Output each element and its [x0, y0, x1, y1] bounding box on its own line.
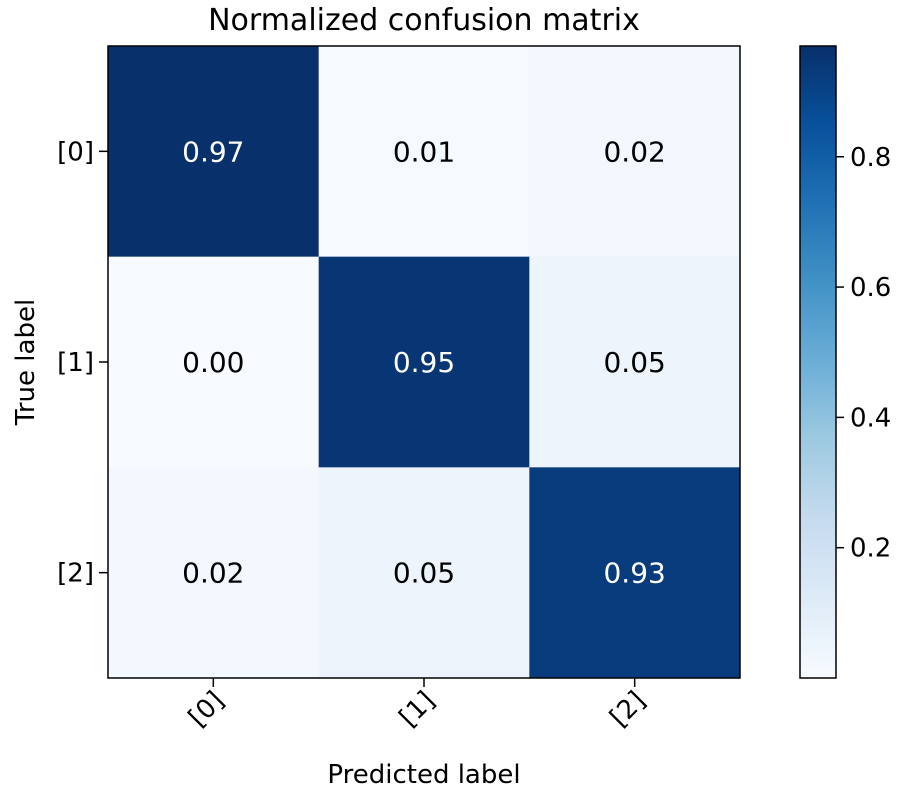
y-tick-label: [2]: [57, 559, 94, 589]
heatmap-cell: [529, 256, 741, 468]
x-tick-label: [2]: [604, 686, 651, 733]
x-tick-label: [1]: [394, 686, 441, 733]
colorbar-tick-label: 0.4: [850, 403, 891, 433]
cell-value-label: 0.05: [393, 557, 455, 590]
heatmap-cell: [529, 467, 741, 679]
cell-value-label: 0.97: [182, 135, 244, 168]
heatmap-cell: [318, 467, 530, 679]
colorbar: [799, 45, 837, 679]
heatmap-cell: [529, 46, 741, 258]
heatmap-cells: [108, 46, 741, 679]
colorbar-ticks: 0.2 0.4 0.6 0.8: [836, 143, 891, 564]
heatmap-cell-labels: 0.97 0.01 0.02 0.00 0.95 0.05 0.02 0.05 0.93: [182, 135, 666, 589]
heatmap-cell: [108, 256, 320, 468]
cell-value-label: 0.02: [603, 135, 665, 168]
colorbar-tick-label: 0.8: [850, 143, 891, 173]
y-tick-label: [0]: [57, 137, 94, 167]
chart-title: Normalized confusion matrix: [208, 3, 640, 38]
cell-value-label: 0.01: [393, 135, 455, 168]
cell-value-label: 0.02: [182, 557, 244, 590]
cell-value-label: 0.93: [603, 557, 665, 590]
y-tick-label: [1]: [57, 348, 94, 378]
colorbar-tick-label: 0.2: [850, 534, 891, 564]
x-axis-title: Predicted label: [327, 760, 520, 788]
heatmap-cell: [108, 46, 320, 258]
x-tick-label: [0]: [183, 686, 230, 733]
y-axis-ticks: [0] [1] [2]: [57, 137, 108, 589]
cell-value-label: 0.00: [182, 346, 244, 379]
heatmap-cell: [318, 256, 530, 468]
cell-value-label: 0.05: [603, 346, 665, 379]
cell-value-label: 0.95: [393, 346, 455, 379]
y-axis-title: True label: [11, 299, 41, 426]
x-axis-ticks: [0] [1] [2]: [183, 678, 652, 733]
colorbar-tick-label: 0.6: [850, 273, 891, 303]
heatmap-cell: [318, 46, 530, 258]
heatmap-cell: [108, 467, 320, 679]
